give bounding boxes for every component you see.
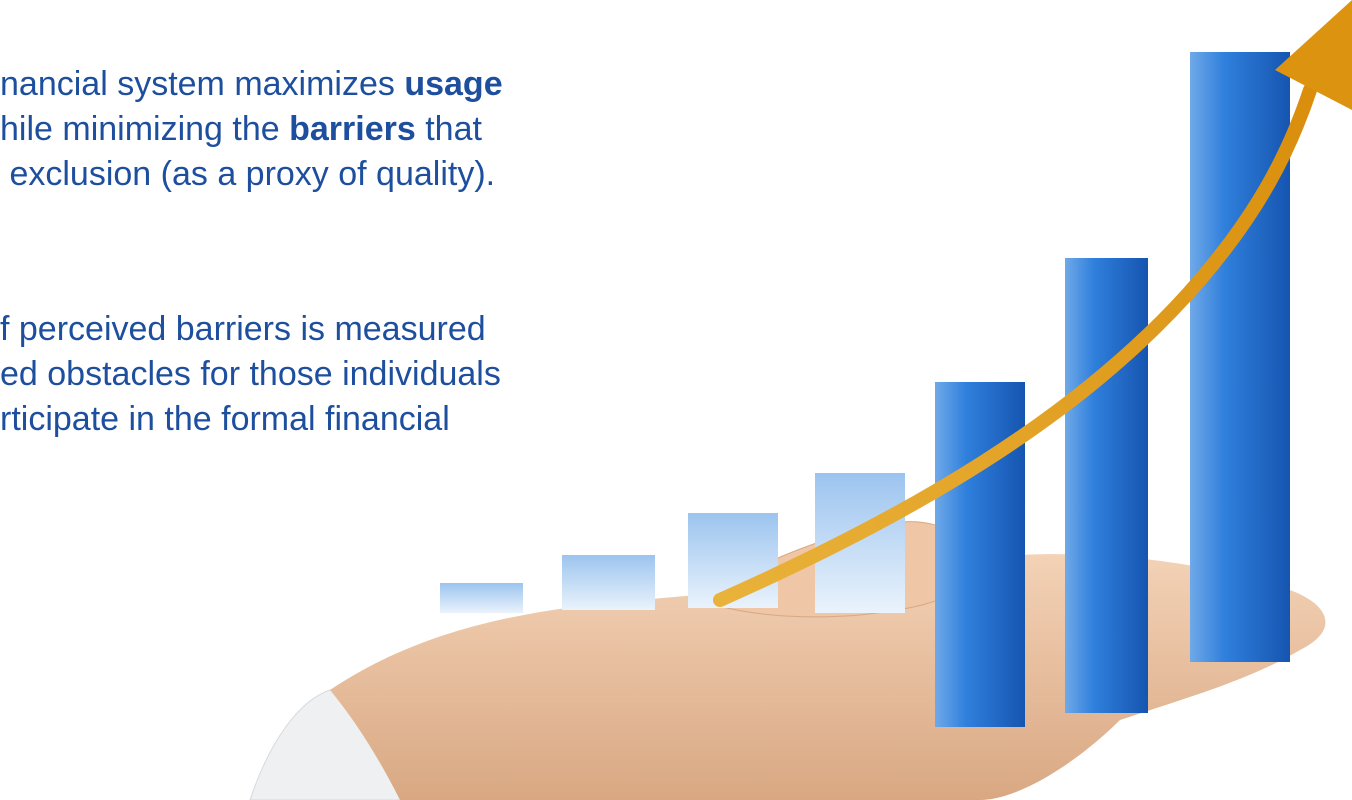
text-run: hile minimizing the (0, 110, 289, 148)
bar (935, 382, 1025, 727)
arrow-shaft (713, 83, 1317, 607)
text-line: hile minimizing the barriers that (0, 110, 482, 148)
bar (1065, 258, 1148, 713)
text-run: nancial system maximizes (0, 65, 404, 103)
text-run: that (416, 110, 483, 148)
text-line: ed obstacles for those individuals (0, 355, 501, 393)
bold-text: usage (404, 65, 502, 103)
body-text: nancial system maximizes usage hile minim… (0, 65, 503, 438)
illustration (249, 0, 1352, 800)
text-run: ed obstacles for those individuals (0, 355, 501, 393)
text-run: rticipate in the formal financial (0, 400, 450, 438)
text-line: exclusion (as a proxy of quality). (0, 155, 495, 193)
text-line: f perceived barriers is measured (0, 310, 486, 348)
bar (440, 583, 523, 613)
text-run: exclusion (as a proxy of quality). (0, 155, 495, 193)
text-line: nancial system maximizes usage (0, 65, 503, 103)
bar (1190, 52, 1290, 662)
text-line: rticipate in the formal financial (0, 400, 450, 438)
bar (562, 555, 655, 610)
arrow-head (1275, 0, 1352, 110)
bold-text: barriers (289, 110, 416, 148)
text-run: f perceived barriers is measured (0, 310, 486, 348)
